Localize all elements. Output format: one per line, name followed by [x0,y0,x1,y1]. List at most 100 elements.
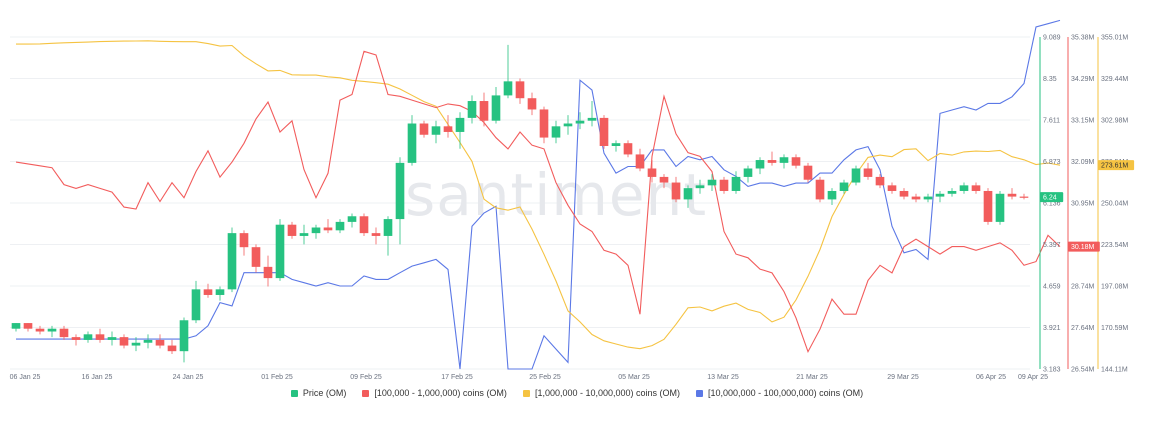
price-candle [827,188,837,206]
current-1m-badge-text: 273.61M [1101,163,1128,170]
candle-body [875,176,885,186]
price-candle [263,255,273,287]
axis-tick-price: 9.089 [1043,35,1061,42]
legend-item-100k[interactable]: [100,000 - 1,000,000) coins (OM) [362,388,507,398]
price-candle [791,154,801,169]
candle-body [911,196,921,200]
candle-body [11,323,21,329]
candle-body [635,154,645,169]
x-tick-label: 25 Feb 25 [529,374,561,381]
price-candle [479,92,489,127]
price-candle [527,92,537,116]
candle-body [647,168,657,177]
price-candle [767,151,777,166]
candle-body [851,168,861,183]
candle-body [779,157,789,163]
candle-body [191,289,201,321]
price-candle [215,286,225,301]
price-candle [779,154,789,169]
axis-tick-1m: 170.59M [1101,325,1128,332]
price-candle [275,219,285,281]
axis-tick-1m: 144.11M [1101,367,1128,374]
x-tick-label: 09 Feb 25 [350,374,382,381]
candle-body [227,233,237,290]
price-candle [83,331,93,343]
price-candle [659,174,669,189]
price-candle [947,188,957,197]
candle-body [707,179,717,186]
price-candle [323,219,333,234]
candle-body [299,233,309,236]
axis-tick-price: 8.35 [1043,76,1057,83]
candle-body [23,323,33,329]
price-candle [587,101,597,127]
price-candle [191,280,201,324]
current-100k-badge-text: 30.18M [1071,244,1095,251]
axis-tick-price: 7.611 [1043,118,1060,125]
price-candle [863,162,873,180]
price-candle [203,283,213,298]
price-candle [599,115,609,149]
axis-tick-1m: 355.01M [1101,35,1128,42]
price-candle [287,221,297,239]
candle-body [803,165,813,180]
candle-body [611,143,621,146]
price-candle [551,120,561,144]
legend-item-price[interactable]: Price (OM) [290,388,347,398]
x-tick-label: 17 Feb 25 [441,374,473,381]
price-candle [443,115,453,138]
axis-tick-100k: 35.38M [1071,35,1095,42]
legend-swatch-10m [696,389,704,397]
price-candle [407,115,417,166]
axis-tick-1m: 197.08M [1101,284,1128,291]
x-tick-label: 24 Jan 25 [173,374,204,381]
candle-body [563,123,573,127]
candle-body [491,95,501,121]
candle-body [827,190,837,200]
candle-body [551,126,561,138]
legend-item-1m[interactable]: [1,000,000 - 10,000,000) coins (OM) [522,388,680,398]
price-candle [1019,193,1029,200]
legend-item-10m[interactable]: [10,000,000 - 100,000,000) coins (OM) [696,388,863,398]
price-candle [803,162,813,183]
price-candle [107,331,117,346]
candle-body [287,224,297,236]
x-tick-label: 09 Apr 25 [1018,374,1048,381]
price-candle [719,176,729,194]
price-candle [95,328,105,343]
axis-tick-1m: 250.04M [1101,201,1128,208]
price-candle [887,182,897,194]
candle-body [323,227,333,231]
price-candle [359,213,369,236]
axes-layer: 9.089 8.35 7.611 6.873 6.136 5.397 4.659 3.921 3… [1039,35,1135,374]
price-candle [347,213,357,228]
candle-body [167,345,177,352]
price-candle [1007,188,1017,200]
price-candle [575,112,585,130]
candle-body [767,160,777,163]
candle-body [743,168,753,177]
candle-body [599,117,609,146]
legend-label-price: Price (OM) [302,388,347,398]
price-candle [491,86,501,124]
price-candle [119,334,129,349]
candle-body [311,227,321,234]
price-candle [959,182,969,194]
candle-body [815,179,825,200]
price-candle [179,317,189,363]
price-candle [431,120,441,144]
price-candle [851,165,861,186]
candle-body [275,224,285,279]
price-candle [239,230,249,256]
price-candle [899,188,909,200]
price-candle [935,190,945,203]
price-candles-layer [11,44,1029,363]
price-candle [311,224,321,239]
candle-body [959,185,969,191]
price-candle [467,95,477,124]
price-candle [875,174,885,189]
chart-canvas: santiment 9.089 8.35 7.611 6.873 6.136 5.397 4… [10,19,1135,381]
candle-body [47,328,57,332]
price-candle [623,140,633,158]
